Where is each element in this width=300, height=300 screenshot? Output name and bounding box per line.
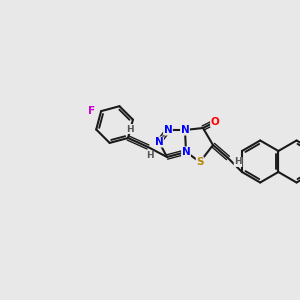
Text: H: H (146, 152, 154, 160)
Text: F: F (88, 106, 95, 116)
Text: S: S (196, 157, 204, 167)
Text: N: N (164, 125, 172, 135)
Text: N: N (182, 147, 190, 157)
Text: H: H (234, 158, 242, 166)
Text: N: N (154, 137, 164, 147)
Text: O: O (211, 117, 219, 127)
Text: H: H (126, 124, 134, 134)
Text: N: N (181, 125, 189, 135)
